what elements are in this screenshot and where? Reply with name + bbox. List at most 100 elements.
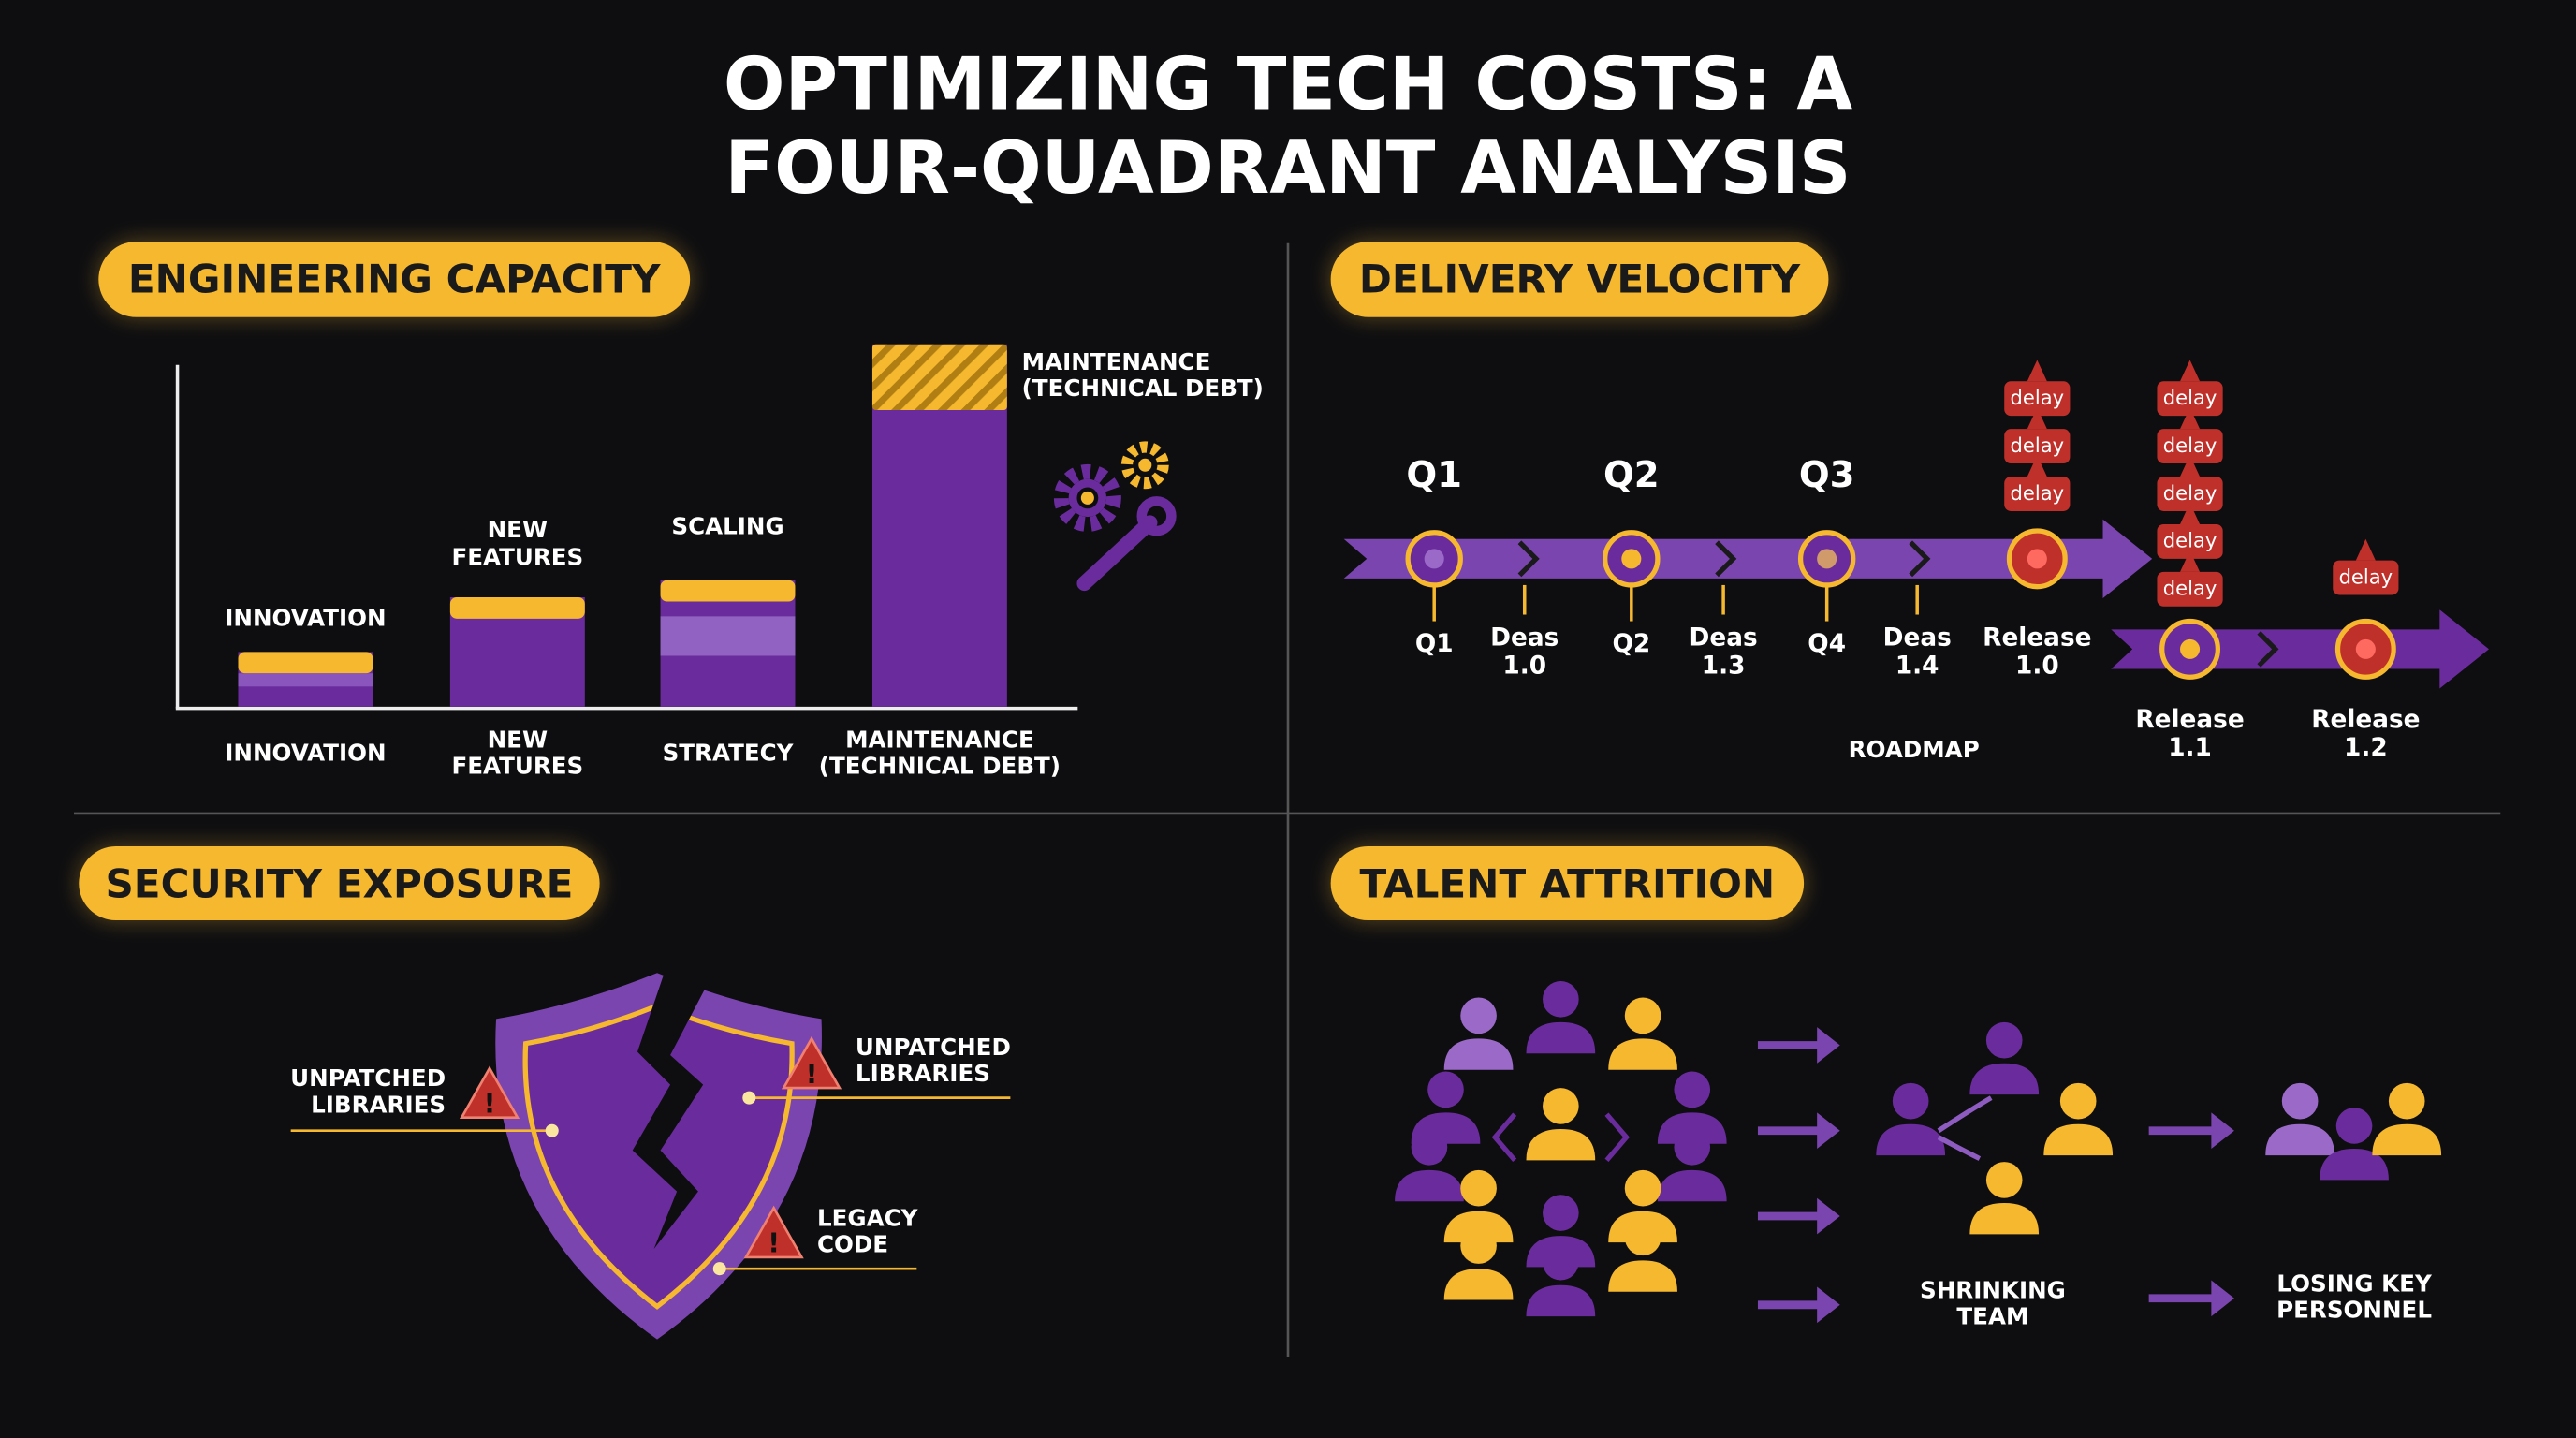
person-head bbox=[1985, 1021, 2023, 1059]
delay-text: delay bbox=[2162, 529, 2217, 553]
quarter-label: Q3 bbox=[1798, 455, 1855, 497]
person-body bbox=[2320, 1149, 2389, 1181]
person-head bbox=[1460, 997, 1497, 1034]
person-head bbox=[1460, 1227, 1497, 1264]
broken-shield: !!! bbox=[290, 969, 1011, 1340]
quarter-label: Q1 bbox=[1406, 455, 1463, 497]
flow-arrow-head bbox=[1817, 1197, 1840, 1235]
x-tick-label: INNOVATION bbox=[225, 741, 387, 768]
person-body bbox=[1526, 1021, 1596, 1054]
person-head bbox=[1543, 1195, 1579, 1231]
gears-icon bbox=[1053, 441, 1177, 592]
delay-badge bbox=[2157, 477, 2223, 511]
bar-label: NEW FEATURES bbox=[451, 518, 584, 571]
bar-band bbox=[660, 616, 796, 656]
milestone-label: Deas 1.0 bbox=[1490, 622, 1559, 681]
delay-marker bbox=[2180, 550, 2201, 572]
delay-text: delay bbox=[2010, 481, 2065, 506]
person-head bbox=[1674, 1128, 1711, 1166]
delay-text: delay bbox=[2162, 577, 2217, 600]
person-head bbox=[1892, 1082, 1929, 1120]
person-head bbox=[1411, 1128, 1448, 1166]
move-arrow bbox=[1937, 1095, 1993, 1133]
person-head bbox=[1624, 1219, 1661, 1256]
delay-marker bbox=[2027, 360, 2047, 382]
talent-label: LOSING KEY PERSONNEL bbox=[2276, 1271, 2433, 1325]
bar-cap bbox=[449, 596, 585, 619]
callout: UNPATCHED LIBRARIES bbox=[290, 1066, 446, 1120]
delay-marker bbox=[2180, 407, 2201, 430]
person-body bbox=[1608, 1260, 1677, 1292]
delay-marker bbox=[2180, 360, 2201, 382]
person-head bbox=[2281, 1082, 2319, 1120]
chevrons bbox=[1491, 1112, 1631, 1163]
person-body bbox=[1443, 1269, 1514, 1300]
bar-cap bbox=[660, 580, 796, 602]
person-body bbox=[1657, 1112, 1727, 1144]
delay-badge bbox=[2333, 560, 2399, 595]
flow-arrow-head bbox=[2211, 1280, 2234, 1317]
delay-text: delay bbox=[2338, 565, 2393, 589]
bar-label: MAINTENANCE (TECHNICAL DEBT) bbox=[1021, 349, 1264, 404]
person-head bbox=[1460, 1169, 1497, 1207]
person-head bbox=[2059, 1082, 2097, 1120]
svg-text:!: ! bbox=[806, 1059, 818, 1090]
x-tick-label: NEW FEATURES bbox=[451, 727, 584, 781]
delay-marker bbox=[2355, 538, 2376, 561]
move-arrow bbox=[1937, 1135, 1982, 1161]
person-body bbox=[1526, 1128, 1596, 1161]
person-head bbox=[1543, 1088, 1579, 1124]
bar-cap bbox=[238, 652, 373, 674]
people-icons bbox=[1395, 980, 2442, 1324]
bar-band bbox=[238, 673, 373, 687]
x-tick-label: STRATECY bbox=[662, 741, 794, 768]
roadmap-caption: ROADMAP bbox=[1848, 738, 1980, 765]
flow-arrow-head bbox=[1817, 1286, 1840, 1324]
delay-text: delay bbox=[2162, 433, 2217, 458]
delay-badge bbox=[2157, 523, 2223, 559]
person-head bbox=[1624, 997, 1661, 1034]
page-title: OPTIMIZING TECH COSTS: A FOUR-QUADRANT A… bbox=[723, 43, 1853, 211]
quarter-label: Q2 bbox=[1603, 455, 1660, 497]
person-body bbox=[1608, 1038, 1677, 1070]
flow-arrow-head bbox=[1817, 1112, 1840, 1150]
delay-text: delay bbox=[2162, 386, 2217, 410]
svg-text:!: ! bbox=[768, 1228, 780, 1259]
section-heading: DELIVERY VELOCITY bbox=[1330, 242, 1829, 317]
release-label: Release 1.2 bbox=[2311, 704, 2421, 763]
milestone-label: Q1 bbox=[1414, 628, 1454, 658]
flow-arrow-head bbox=[1817, 1027, 1840, 1064]
person-head bbox=[1427, 1071, 1464, 1108]
delay-badge bbox=[2157, 571, 2223, 607]
section-heading: TALENT ATTRITION bbox=[1330, 846, 1805, 921]
milestone-label: Q2 bbox=[1612, 628, 1651, 658]
delay-marker bbox=[2027, 455, 2047, 477]
flow-arrow-head bbox=[2211, 1112, 2234, 1150]
person-head bbox=[1543, 980, 1579, 1018]
person-body bbox=[2372, 1123, 2442, 1156]
delay-marker bbox=[2180, 503, 2201, 524]
delay-badge bbox=[2157, 429, 2223, 464]
delay-text: delay bbox=[2010, 433, 2065, 458]
milestone-label: Release 1.0 bbox=[1983, 622, 2092, 681]
milestone-label: Deas 1.4 bbox=[1882, 622, 1952, 681]
person-body bbox=[1969, 1063, 2040, 1095]
person-head bbox=[1674, 1071, 1711, 1108]
person-body bbox=[1876, 1123, 1946, 1156]
person-head bbox=[1985, 1162, 2023, 1198]
delay-text: delay bbox=[2162, 481, 2217, 506]
svg-text:!: ! bbox=[484, 1088, 496, 1119]
release-label: Release 1.1 bbox=[2135, 704, 2245, 763]
person-body bbox=[1443, 1211, 1514, 1243]
talent-label: SHRINKING TEAM bbox=[1920, 1278, 2066, 1331]
person-head bbox=[2388, 1082, 2425, 1120]
delay-badge bbox=[2004, 381, 2071, 417]
delay-badge bbox=[2004, 429, 2071, 464]
person-body bbox=[1395, 1169, 1464, 1202]
person-body bbox=[1443, 1038, 1514, 1070]
section-heading: ENGINEERING CAPACITY bbox=[98, 242, 691, 317]
delay-marker bbox=[2180, 455, 2201, 477]
